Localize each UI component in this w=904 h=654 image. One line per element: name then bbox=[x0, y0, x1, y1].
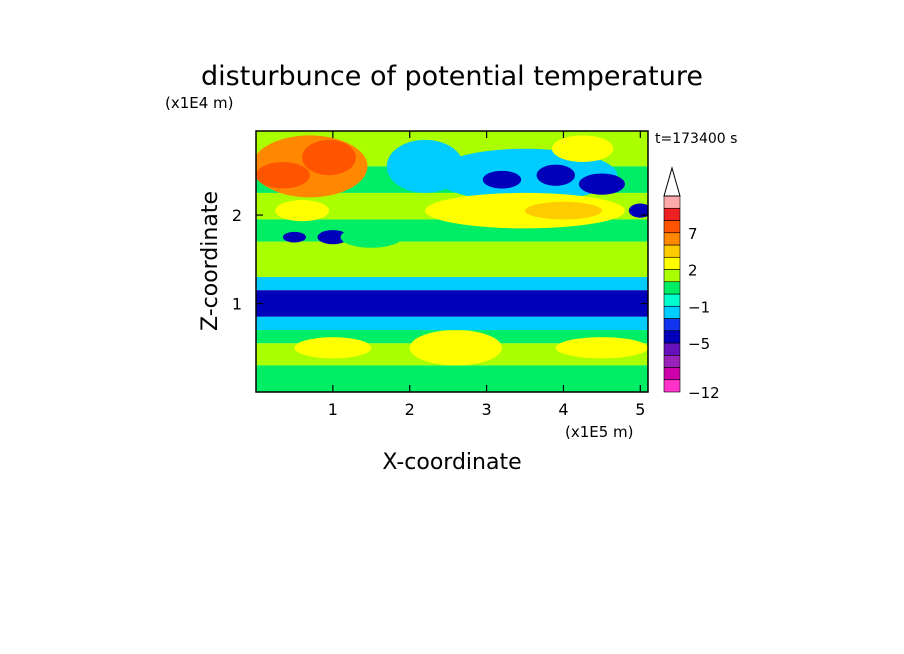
colorbar-segment bbox=[663, 195, 681, 209]
plot-area bbox=[256, 131, 648, 392]
x-tick-label: 3 bbox=[481, 400, 491, 419]
colorbar-label: −1 bbox=[688, 298, 710, 316]
contour-feature bbox=[482, 170, 522, 189]
colorbar-label: −12 bbox=[688, 384, 720, 402]
contour-feature bbox=[525, 201, 602, 220]
colorbar-label: −5 bbox=[688, 335, 710, 353]
colorbar-segment bbox=[663, 318, 681, 332]
y-axis-label: Z-coordinate bbox=[198, 191, 223, 331]
colorbar-extend-arrow bbox=[663, 166, 681, 197]
colorbar-segment bbox=[663, 367, 681, 381]
colorbar-segment bbox=[663, 293, 681, 307]
colorbar-segment bbox=[663, 330, 681, 344]
contour-feature bbox=[275, 200, 330, 222]
y-tick-label: 1 bbox=[232, 295, 242, 314]
colorbar: −12−5−127 bbox=[663, 166, 720, 402]
contour-band bbox=[256, 241, 648, 277]
x-axis: 1 2 3 4 5 bbox=[328, 131, 645, 419]
y-axis: 12 bbox=[232, 206, 648, 314]
colorbar-segment bbox=[663, 256, 681, 270]
colorbar-segment bbox=[663, 207, 681, 221]
colorbar-segment bbox=[663, 244, 681, 258]
colorbar-segment bbox=[663, 379, 681, 393]
contour-feature bbox=[302, 139, 356, 176]
x-tick-label: 2 bbox=[405, 400, 415, 419]
contour-feature bbox=[317, 230, 349, 245]
x-axis-label: X-coordinate bbox=[382, 450, 521, 475]
x-unit-label: (x1E5 m) bbox=[565, 423, 634, 441]
contour-feature bbox=[256, 161, 310, 189]
chart-title: disturbunce of potential temperature bbox=[201, 61, 703, 92]
contour-feature bbox=[432, 148, 618, 202]
contour-band bbox=[256, 276, 648, 291]
plot-frame bbox=[255, 130, 649, 393]
colorbar-label: 7 bbox=[688, 225, 698, 243]
contour-feature bbox=[425, 192, 625, 229]
contour-feature bbox=[294, 337, 372, 359]
contour-feature bbox=[551, 135, 614, 162]
colorbar-segment bbox=[663, 305, 681, 319]
y-unit-label: (x1E4 m) bbox=[165, 94, 234, 112]
contour-feature bbox=[340, 226, 403, 248]
y-tick-label: 2 bbox=[232, 206, 242, 225]
colorbar-segment bbox=[663, 354, 681, 368]
contour-band bbox=[256, 316, 648, 331]
contour-feature bbox=[282, 231, 306, 243]
contour-feature bbox=[578, 173, 625, 195]
contour-band bbox=[256, 365, 648, 392]
contour-feature bbox=[536, 164, 575, 186]
time-label: t=173400 s bbox=[655, 131, 737, 147]
colorbar-label: 2 bbox=[688, 262, 698, 280]
colorbar-segment bbox=[663, 232, 681, 246]
colorbar-segment bbox=[663, 342, 681, 356]
colorbar-segment bbox=[663, 281, 681, 295]
x-tick-label: 5 bbox=[635, 400, 645, 419]
contour-feature bbox=[409, 330, 502, 366]
contour-feature bbox=[555, 337, 648, 359]
colorbar-segment bbox=[663, 220, 681, 234]
contour-feature bbox=[628, 203, 648, 218]
x-tick-label: 4 bbox=[558, 400, 568, 419]
colorbar-segment bbox=[663, 269, 681, 283]
x-tick-label: 1 bbox=[328, 400, 338, 419]
contour-band bbox=[256, 290, 648, 317]
